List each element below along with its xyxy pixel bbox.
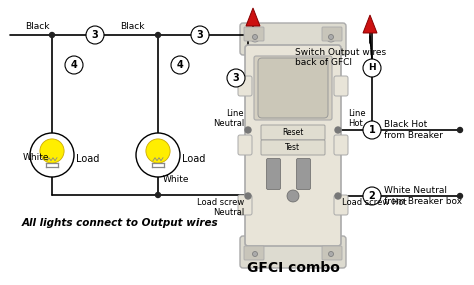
Text: White Neutral
from Breaker box: White Neutral from Breaker box [384, 186, 462, 206]
Text: 1: 1 [369, 125, 375, 135]
FancyBboxPatch shape [244, 246, 264, 260]
Circle shape [253, 34, 257, 40]
Circle shape [136, 133, 180, 177]
Circle shape [191, 26, 209, 44]
FancyBboxPatch shape [297, 158, 310, 190]
Circle shape [363, 59, 381, 77]
FancyBboxPatch shape [238, 76, 252, 96]
Text: Line
Hot: Line Hot [348, 109, 365, 128]
Text: 4: 4 [177, 60, 183, 70]
FancyBboxPatch shape [258, 58, 328, 118]
Text: Line
Neutral: Line Neutral [213, 109, 244, 128]
Circle shape [457, 127, 463, 133]
FancyBboxPatch shape [334, 76, 348, 96]
FancyBboxPatch shape [238, 135, 252, 155]
Polygon shape [363, 15, 377, 33]
FancyBboxPatch shape [254, 56, 332, 120]
Circle shape [30, 133, 74, 177]
Text: Test: Test [285, 143, 301, 152]
Text: 4: 4 [71, 60, 77, 70]
Circle shape [86, 26, 104, 44]
FancyBboxPatch shape [266, 158, 281, 190]
FancyBboxPatch shape [261, 125, 325, 140]
FancyBboxPatch shape [244, 27, 264, 41]
Circle shape [335, 193, 341, 199]
Text: 3: 3 [197, 30, 203, 40]
Text: Reset: Reset [283, 128, 304, 137]
Circle shape [326, 32, 336, 42]
Circle shape [245, 193, 251, 199]
Circle shape [155, 192, 161, 198]
Text: Load: Load [182, 154, 205, 164]
Text: Load: Load [76, 154, 100, 164]
Text: Load screw
Neutral: Load screw Neutral [197, 198, 244, 217]
Circle shape [171, 56, 189, 74]
Text: Load screw Hot: Load screw Hot [342, 198, 407, 207]
FancyBboxPatch shape [334, 195, 348, 215]
Text: Black: Black [120, 22, 145, 31]
Circle shape [287, 190, 299, 202]
FancyBboxPatch shape [240, 23, 346, 55]
Circle shape [250, 249, 260, 259]
FancyBboxPatch shape [322, 27, 342, 41]
Text: H: H [368, 64, 376, 72]
FancyBboxPatch shape [245, 45, 341, 246]
Circle shape [326, 249, 336, 259]
Circle shape [457, 194, 463, 198]
Circle shape [227, 69, 245, 87]
Text: White: White [22, 153, 49, 162]
Circle shape [40, 139, 64, 163]
Circle shape [363, 121, 381, 139]
Circle shape [155, 32, 161, 38]
FancyBboxPatch shape [261, 140, 325, 155]
Circle shape [328, 34, 334, 40]
Text: 3: 3 [233, 73, 239, 83]
Polygon shape [246, 8, 260, 26]
FancyBboxPatch shape [322, 246, 342, 260]
Text: 2: 2 [369, 191, 375, 201]
Text: 3: 3 [91, 30, 99, 40]
Text: Black Hot
from Breaker: Black Hot from Breaker [384, 120, 443, 140]
Circle shape [363, 187, 381, 205]
Text: Black: Black [25, 22, 49, 31]
Text: All lights connect to Output wires: All lights connect to Output wires [22, 218, 219, 228]
Circle shape [328, 251, 334, 256]
Circle shape [49, 32, 55, 38]
Circle shape [65, 56, 83, 74]
FancyBboxPatch shape [238, 195, 252, 215]
Text: White: White [163, 175, 190, 184]
FancyBboxPatch shape [334, 135, 348, 155]
Circle shape [253, 251, 257, 256]
Circle shape [335, 127, 341, 133]
FancyBboxPatch shape [240, 236, 346, 268]
Circle shape [245, 127, 251, 133]
Text: Switch Output wires
back of GFCI: Switch Output wires back of GFCI [295, 48, 386, 67]
Text: GFCI combo: GFCI combo [246, 261, 339, 275]
Circle shape [250, 32, 260, 42]
Circle shape [146, 139, 170, 163]
